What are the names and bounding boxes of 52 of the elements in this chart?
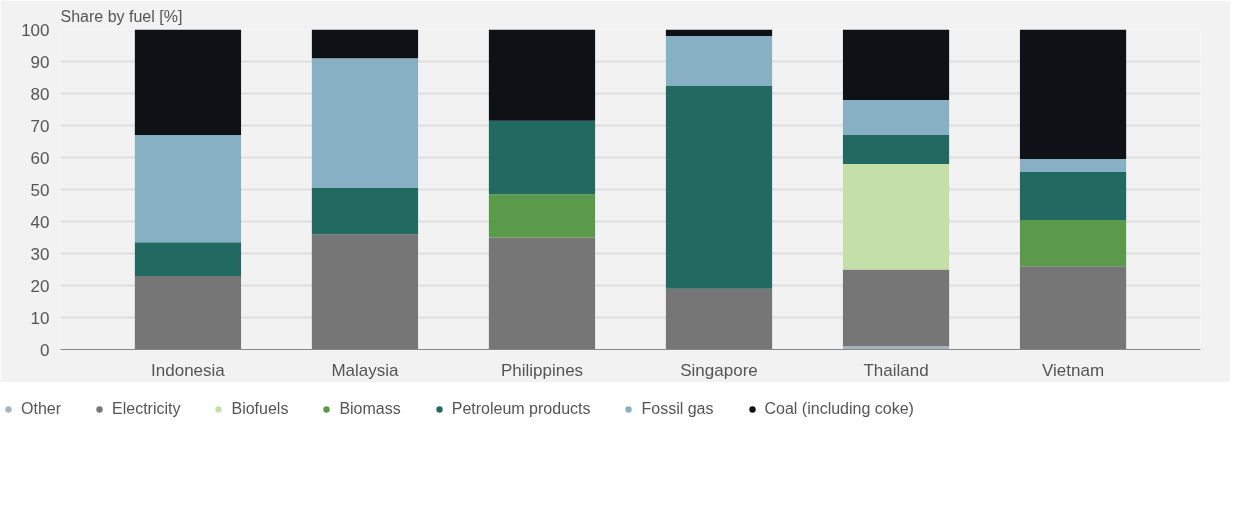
y-tick-label: 100 bbox=[21, 20, 50, 40]
bar bbox=[134, 29, 242, 136]
x-tick-label: Vietnam bbox=[1042, 360, 1105, 380]
y-tick-label: 70 bbox=[30, 116, 50, 136]
y-tick-label: 40 bbox=[30, 212, 50, 232]
x-tick-label: Indonesia bbox=[151, 360, 226, 380]
bar bbox=[488, 120, 596, 195]
bar bbox=[311, 234, 419, 350]
legend-label: Petroleum products bbox=[451, 400, 591, 418]
bar bbox=[1019, 159, 1127, 172]
legend-label: Fossil gas bbox=[641, 400, 714, 418]
bar bbox=[1019, 171, 1127, 220]
y-tick-label: 50 bbox=[30, 180, 50, 200]
bar bbox=[311, 187, 419, 235]
bar bbox=[842, 135, 950, 164]
bar bbox=[842, 163, 950, 270]
legend-label: Other bbox=[21, 400, 62, 418]
y-tick-label: 10 bbox=[30, 308, 50, 328]
y-tick-label: 80 bbox=[30, 84, 50, 104]
y-tick-label: 60 bbox=[30, 148, 50, 168]
x-tick-label: Philippines bbox=[500, 360, 584, 380]
legend-label: Coal (including coke) bbox=[764, 400, 914, 418]
bar bbox=[842, 346, 950, 350]
bar bbox=[488, 237, 596, 350]
bar bbox=[1019, 29, 1127, 160]
bar bbox=[311, 29, 419, 59]
y-tick-label: 0 bbox=[40, 340, 50, 360]
bar bbox=[134, 275, 242, 350]
legend-label: Biomass bbox=[339, 400, 401, 418]
bar bbox=[842, 99, 950, 136]
bar bbox=[134, 242, 242, 276]
bar bbox=[134, 135, 242, 243]
bar bbox=[488, 29, 596, 121]
bar bbox=[665, 29, 773, 36]
x-tick-label: Malaysia bbox=[331, 360, 400, 380]
bar bbox=[842, 269, 950, 347]
bar bbox=[1019, 266, 1127, 350]
bar bbox=[311, 58, 419, 188]
x-tick-label: Thailand bbox=[863, 360, 929, 380]
y-tick-label: 20 bbox=[30, 276, 50, 296]
y-axis-title: Share by fuel [%] bbox=[60, 7, 183, 25]
legend-label: Biofuels bbox=[231, 400, 289, 418]
bar bbox=[665, 35, 773, 86]
legend-label: Electricity bbox=[112, 400, 181, 418]
x-tick-label: Singapore bbox=[680, 360, 758, 380]
bar bbox=[488, 194, 596, 238]
bar bbox=[1019, 219, 1127, 267]
y-tick-label: 90 bbox=[30, 52, 50, 72]
bar bbox=[842, 29, 950, 100]
bar bbox=[665, 85, 773, 289]
y-tick-label: 30 bbox=[30, 244, 50, 264]
bar bbox=[665, 288, 773, 350]
